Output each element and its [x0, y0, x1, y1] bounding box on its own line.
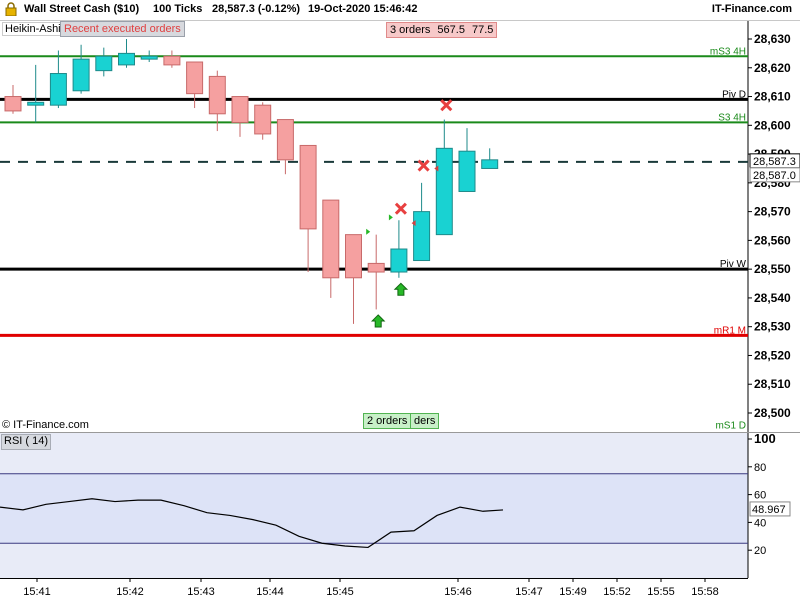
- title-bar: Wall Street Cash ($10) 100 Ticks 28,587.…: [0, 0, 800, 21]
- price-tick-label: 28,510: [754, 377, 791, 391]
- orders-value-1: 567.5: [437, 24, 465, 36]
- level-label: mR1 M: [714, 325, 746, 336]
- time-tick-label: 15:44: [256, 586, 284, 598]
- order-triangle: [366, 228, 371, 235]
- time-tick-label: 15:42: [116, 586, 144, 598]
- candle-bear: [163, 55, 181, 66]
- candle-bear: [276, 119, 294, 161]
- price-tick-label: 28,620: [754, 61, 791, 75]
- rsi-tick-label: 40: [754, 517, 766, 529]
- order-triangle: [411, 220, 416, 227]
- price-axis-bg: [748, 21, 800, 432]
- price-tick-label: 28,540: [754, 291, 791, 305]
- time-tick-label: 15:45: [326, 586, 354, 598]
- orders-badge-bottom[interactable]: 2 orders: [363, 413, 412, 429]
- level-label: S3 4H: [718, 112, 746, 123]
- price-tick-label: 28,560: [754, 233, 791, 247]
- rsi-label[interactable]: RSI ( 14): [1, 434, 51, 450]
- time-tick-label: 15:58: [691, 586, 719, 598]
- time-tick-label: 15:47: [515, 586, 543, 598]
- order-triangle: [388, 214, 393, 221]
- candle-bear: [231, 96, 249, 123]
- level-label: Piv D: [722, 89, 746, 100]
- rsi-value-text: 48.967: [752, 504, 786, 516]
- candle-bull: [140, 55, 158, 60]
- datetime: 19-Oct-2020 15:46:42: [308, 3, 418, 15]
- price-panel-bg: [0, 21, 748, 432]
- price-tick-label: 28,630: [754, 32, 791, 46]
- orders-count-bottom-2: ders: [414, 415, 436, 427]
- rsi-title-strip: [0, 433, 748, 453]
- price-change: 28,587.3 (-0.12%): [212, 3, 301, 15]
- orders-badge-top[interactable]: 3 orders 567.5 77.5: [386, 22, 498, 38]
- rsi-tick-label: 80: [754, 462, 766, 474]
- orders-badge-bottom-2[interactable]: ders: [410, 413, 440, 429]
- instrument-name: Wall Street Cash ($10): [24, 3, 140, 15]
- candle-bear: [367, 262, 385, 273]
- price-tick-label: 28,600: [754, 118, 791, 132]
- candle-bull: [481, 159, 499, 169]
- candle-bear: [322, 199, 340, 279]
- candle-bear: [299, 144, 317, 230]
- bid-price-tag: [749, 167, 800, 183]
- price-tick-label: 28,610: [754, 90, 791, 104]
- rsi-tick-label: 20: [754, 545, 766, 557]
- time-axis-bg: [0, 578, 800, 600]
- time-tick-label: 15:46: [444, 586, 472, 598]
- price-tick-label: 28,530: [754, 320, 791, 334]
- candle-bull: [458, 150, 476, 192]
- rsi-line: [0, 498, 504, 549]
- candle-bull: [118, 52, 135, 66]
- sell-cross-marker: [394, 202, 407, 215]
- price-tick-label: 28,500: [754, 406, 791, 420]
- time-tick-label: 15:55: [647, 586, 675, 598]
- watermark: © IT-Finance.com: [2, 419, 89, 431]
- rsi-value-tag: [749, 501, 791, 517]
- order-triangle: [434, 165, 439, 172]
- level-label: mS3 4H: [710, 46, 746, 57]
- candle-bear: [345, 234, 362, 279]
- time-tick-label: 15:52: [603, 586, 631, 598]
- sell-cross-marker: [417, 159, 430, 172]
- orders-count-bottom: 2 orders: [367, 415, 408, 427]
- price-tick-label: 28,570: [754, 205, 791, 219]
- candle-bull: [435, 147, 453, 236]
- candle-bull: [72, 58, 90, 92]
- candle-bull: [413, 211, 431, 262]
- candle-bear: [186, 61, 204, 95]
- rsi-band: [0, 473, 748, 544]
- current-price-text: 28,587.3: [753, 156, 796, 168]
- price-tick-label: 28,520: [754, 348, 791, 362]
- time-tick-label: 15:49: [559, 586, 587, 598]
- orders-count: 3 orders: [390, 24, 431, 36]
- chart-style-label[interactable]: Heikin-Ashi: [2, 22, 64, 36]
- buy-arrow-marker: [393, 282, 409, 296]
- rsi-tick-label: 100: [754, 431, 776, 446]
- level-label: mS1 D: [715, 420, 746, 431]
- candle-bull: [390, 248, 408, 273]
- bid-price-text: 28,587.0: [753, 170, 796, 182]
- orders-value-2: 77.5: [472, 24, 494, 36]
- candle-bear: [4, 96, 22, 112]
- recent-orders-button[interactable]: Recent executed orders: [60, 21, 185, 37]
- candle-bear: [254, 104, 272, 135]
- candle-bull: [95, 55, 113, 72]
- brand-name: IT-Finance.com: [711, 3, 792, 15]
- level-label: Piv W: [720, 259, 747, 270]
- candle-bull: [27, 101, 45, 106]
- candle-bear: [208, 75, 226, 115]
- rsi-tick-label: 60: [754, 490, 766, 502]
- lock-icon[interactable]: [5, 2, 17, 16]
- timeframe: 100 Ticks: [153, 3, 203, 15]
- buy-arrow-marker: [370, 314, 386, 328]
- sell-cross-marker: [440, 99, 453, 112]
- time-tick-label: 15:43: [187, 586, 215, 598]
- candle-bull: [49, 73, 67, 106]
- time-tick-label: 15:41: [23, 586, 51, 598]
- price-tick-label: 28,550: [754, 262, 791, 276]
